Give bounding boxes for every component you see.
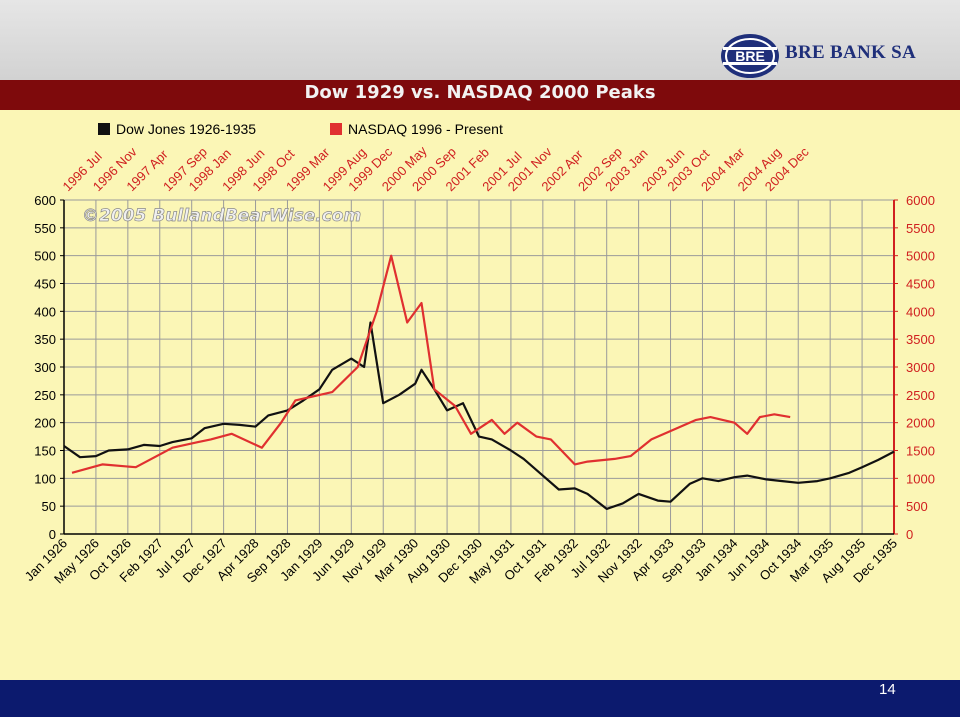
y-right-tick-label: 2500: [906, 388, 935, 403]
watermark: ©2005 BullandBearWise.com: [82, 206, 361, 226]
y-left-tick-label: 150: [34, 444, 56, 459]
legend-swatch: [98, 123, 110, 135]
y-left-tick-label: 50: [42, 499, 56, 514]
bank-name: BRE BANK SA: [785, 42, 917, 63]
y-left-tick-label: 550: [34, 221, 56, 236]
grid: [63, 199, 895, 535]
y-right-tick-label: 1000: [906, 471, 935, 486]
footer-bar: [0, 680, 960, 717]
legend-label: Dow Jones 1926-1935: [116, 121, 256, 137]
y-left-tick-label: 100: [34, 471, 56, 486]
legend-label: NASDAQ 1996 - Present: [348, 121, 503, 137]
header-band: [0, 0, 960, 80]
y-right-tick-label: 500: [906, 499, 928, 514]
axes: [60, 199, 898, 535]
y-right-tick-label: 5000: [906, 249, 935, 264]
y-left-tick-label: 350: [34, 332, 56, 347]
y-right-tick-label: 3000: [906, 360, 935, 375]
nasdaq-series-line: [71, 254, 791, 474]
y-right-tick-label: 4000: [906, 304, 935, 319]
y-right-tick-label: 6000: [906, 193, 935, 208]
y-left-tick-label: 250: [34, 388, 56, 403]
legend-swatch: [330, 123, 342, 135]
chart-title-bar: [0, 80, 960, 110]
chart-title: Dow 1929 vs. NASDAQ 2000 Peaks: [304, 82, 656, 103]
y-left-tick-label: 300: [34, 360, 56, 375]
y-left-tick-label: 450: [34, 277, 56, 292]
y-left-tick-label: 0: [49, 527, 56, 542]
y-left-tick-label: 200: [34, 416, 56, 431]
y-right-tick-label: 1500: [906, 444, 935, 459]
y-right-tick-label: 2000: [906, 416, 935, 431]
series-lines: [63, 254, 895, 510]
y-right-tick-label: 0: [906, 527, 913, 542]
bre-bank-logo-icon: BRE: [721, 34, 779, 78]
y-right-tick-label: 3500: [906, 332, 935, 347]
y-left-tick-label: 500: [34, 249, 56, 264]
logo-text: BRE: [735, 48, 765, 64]
y-right-tick-label: 5500: [906, 221, 935, 236]
y-left-tick-label: 400: [34, 304, 56, 319]
y-left-tick-label: 600: [34, 193, 56, 208]
page-number: 14: [879, 681, 896, 698]
dow-jones-series-line: [63, 321, 895, 510]
y-right-tick-label: 4500: [906, 277, 935, 292]
